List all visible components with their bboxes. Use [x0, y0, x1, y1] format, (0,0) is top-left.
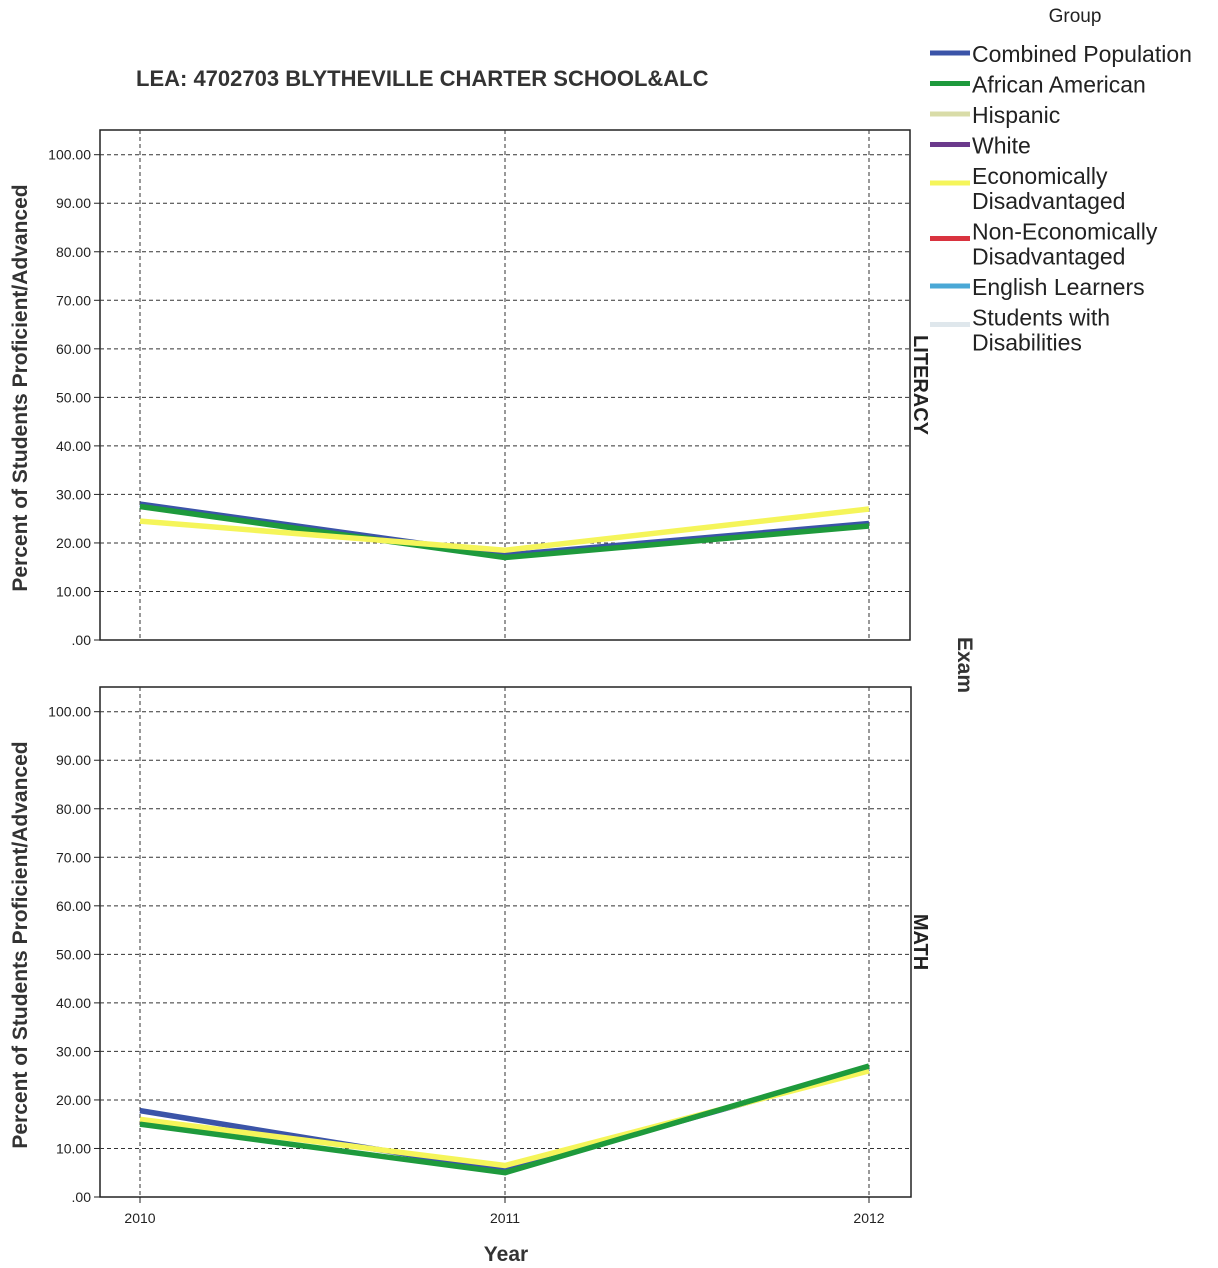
y-tick-label: 40.00	[56, 438, 91, 454]
y-tick-label: 80.00	[56, 244, 91, 260]
panel-label: MATH	[909, 914, 931, 970]
y-tick-label: 70.00	[56, 849, 91, 865]
y-tick-label: .00	[72, 632, 92, 648]
y-tick-label: 100.00	[48, 704, 91, 720]
y-tick-label: 50.00	[56, 946, 91, 962]
y-axis-label: Percent of Students Proficient/Advanced	[9, 741, 32, 1148]
y-tick-label: 30.00	[56, 1043, 91, 1059]
legend-title: Group	[1049, 6, 1102, 27]
panel-literacy: .00 10.00 20.00 30.00 40.00 50.00 60.00 70.00 80…	[9, 129, 931, 648]
legend-item: English Learners	[930, 274, 1145, 300]
legend-item: White	[930, 133, 1031, 159]
legend-label: White	[972, 133, 1031, 159]
y-tick-label: 50.00	[56, 389, 91, 405]
y-tick-label: 10.00	[56, 583, 91, 599]
legend: Group Combined Population African America…	[930, 6, 1192, 356]
y-tick-label: 100.00	[48, 147, 91, 163]
legend-item: Students with Disabilities	[930, 305, 1110, 356]
legend-item: Non-Economically Disadvantaged	[930, 219, 1158, 270]
x-tick-label: 2010	[124, 1210, 155, 1226]
legend-item: Hispanic	[930, 102, 1060, 128]
y-tick-label: 10.00	[56, 1140, 91, 1156]
legend-label: Combined Population	[972, 41, 1192, 67]
chart-title: LEA: 4702703 BLYTHEVILLE CHARTER SCHOOL&…	[136, 66, 709, 91]
y-tick-label: 20.00	[56, 535, 91, 551]
y-tick-label: 80.00	[56, 801, 91, 817]
legend-item: Combined Population	[930, 41, 1192, 67]
legend-item: Economically Disadvantaged	[930, 163, 1125, 214]
y-tick-label: 90.00	[56, 752, 91, 768]
y-tick-label: 30.00	[56, 486, 91, 502]
legend-label: Non-Economically Disadvantaged	[972, 219, 1158, 270]
legend-label: English Learners	[972, 274, 1145, 300]
panel-math: .00 10.00 20.00 30.00 40.00 50.00 60.00 70.00 80…	[9, 686, 931, 1226]
panel-label: LITERACY	[909, 335, 931, 436]
series-line-african-american	[139, 503, 870, 561]
legend-label: African American	[972, 72, 1146, 98]
chart-panels: .00 10.00 20.00 30.00 40.00 50.00 60.00 70.00 80…	[9, 129, 931, 1226]
y-tick-label: 90.00	[56, 195, 91, 211]
legend-label: Hispanic	[972, 102, 1060, 128]
y-axis-label: Percent of Students Proficient/Advanced	[9, 184, 32, 591]
facet-axis-label: Exam	[953, 637, 976, 693]
x-tick-label: 2012	[853, 1210, 884, 1226]
y-tick-label: 60.00	[56, 898, 91, 914]
x-tick-label: 2011	[490, 1210, 520, 1226]
y-tick-label: 60.00	[56, 341, 91, 357]
y-tick-label: .00	[72, 1189, 92, 1205]
y-tick-label: 70.00	[56, 292, 91, 308]
y-tick-label: 40.00	[56, 995, 91, 1011]
series-line-african-american	[139, 1063, 870, 1176]
x-axis-label: Year	[484, 1243, 528, 1266]
legend-label: Students with Disabilities	[972, 305, 1110, 356]
series-line-economically-disadvantaged	[139, 506, 870, 553]
y-tick-label: 20.00	[56, 1092, 91, 1108]
legend-label: Economically Disadvantaged	[972, 163, 1125, 214]
legend-item: African American	[930, 72, 1146, 98]
